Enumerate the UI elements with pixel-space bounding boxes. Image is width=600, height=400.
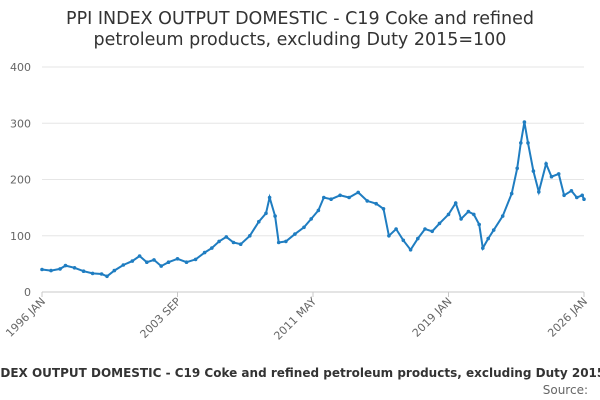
data-point — [531, 169, 536, 173]
data-point — [356, 190, 361, 195]
data-point — [166, 260, 171, 265]
data-point — [112, 268, 117, 273]
data-point — [264, 211, 268, 216]
data-point — [293, 232, 297, 236]
data-point — [416, 236, 420, 241]
data-point — [202, 250, 207, 255]
source-label: Source: — [543, 383, 588, 397]
data-point — [569, 189, 574, 193]
data-point — [477, 222, 482, 227]
data-point — [466, 209, 471, 214]
data-point — [184, 260, 189, 265]
data-point — [549, 174, 554, 179]
data-point — [394, 227, 398, 231]
data-point — [210, 246, 214, 250]
x-tick-label: 1996 JAN — [3, 295, 48, 340]
x-tick-label: 2011 MAY — [271, 295, 319, 343]
data-point — [257, 219, 261, 224]
chart-title-line-1: PPI INDEX OUTPUT DOMESTIC - C19 Coke and… — [66, 9, 534, 29]
data-point — [387, 234, 391, 238]
data-point — [526, 141, 530, 145]
data-point — [515, 166, 519, 171]
data-point — [522, 120, 527, 124]
data-point — [63, 263, 68, 268]
data-point — [459, 217, 463, 221]
y-tick-label: 200 — [10, 174, 31, 187]
series-points — [40, 120, 586, 279]
data-point — [575, 195, 579, 200]
data-point — [72, 266, 77, 270]
data-point — [316, 208, 321, 213]
data-point — [580, 193, 584, 198]
data-point — [430, 229, 435, 234]
data-point — [152, 258, 156, 262]
data-point — [175, 257, 180, 261]
data-point — [145, 260, 149, 265]
series-line — [41, 121, 585, 278]
data-point — [302, 225, 306, 230]
data-point — [446, 212, 451, 217]
data-point — [556, 172, 561, 176]
y-tick-label: 0 — [24, 286, 31, 299]
gridlines — [42, 66, 584, 293]
data-point — [322, 195, 326, 200]
data-point — [486, 236, 491, 241]
data-point — [562, 193, 566, 198]
data-point — [238, 242, 243, 246]
data-point — [338, 193, 342, 198]
data-point — [365, 199, 370, 203]
y-tick-label: 100 — [10, 230, 31, 243]
data-point — [217, 239, 221, 244]
data-point — [99, 272, 104, 276]
data-point — [381, 207, 386, 211]
data-point — [273, 214, 277, 218]
chart-title-line-2: petroleum products, excluding Duty 2015=… — [94, 30, 507, 50]
data-point — [329, 197, 333, 201]
y-tick-label: 400 — [10, 61, 31, 74]
data-point — [267, 195, 272, 200]
data-point — [519, 141, 523, 145]
data-point — [90, 271, 95, 276]
data-point — [423, 227, 427, 231]
data-point — [276, 240, 281, 245]
data-point — [309, 217, 314, 221]
data-point — [159, 264, 163, 268]
data-point — [401, 238, 406, 243]
x-tick-label: 2019 JAN — [410, 295, 455, 340]
data-point — [544, 162, 548, 166]
data-point — [58, 267, 62, 271]
y-axis-tick-labels: 0 100 200 300 400 — [10, 61, 31, 299]
data-point — [224, 235, 229, 239]
x-axis-tick-labels: 1996 JAN 2003 SEP 2011 MAY 2019 JAN 2026 JAN — [3, 292, 590, 343]
data-point — [537, 190, 541, 194]
data-point — [130, 259, 135, 263]
data-point — [437, 221, 442, 226]
data-point — [193, 257, 198, 262]
data-point — [49, 268, 53, 273]
data-point — [81, 269, 86, 274]
data-point — [121, 263, 126, 267]
x-tick-label: 2026 JAN — [545, 295, 590, 340]
data-point — [481, 246, 485, 250]
legend-series-label: PPI INDEX OUTPUT DOMESTIC - C19 Coke and… — [0, 366, 600, 380]
data-point — [284, 239, 288, 244]
data-point — [408, 248, 413, 252]
data-point — [137, 254, 142, 258]
y-tick-label: 300 — [10, 117, 31, 130]
data-point — [500, 214, 505, 218]
data-point — [40, 267, 44, 272]
data-point — [347, 195, 351, 200]
data-point — [374, 201, 379, 206]
data-point — [231, 240, 236, 245]
data-point — [472, 212, 476, 217]
data-point — [491, 228, 496, 232]
data-point — [248, 234, 252, 238]
data-point — [582, 197, 586, 201]
x-tick-label: 2003 SEP — [138, 295, 184, 341]
data-point — [453, 201, 458, 205]
data-point — [509, 191, 514, 196]
data-point — [105, 274, 109, 279]
